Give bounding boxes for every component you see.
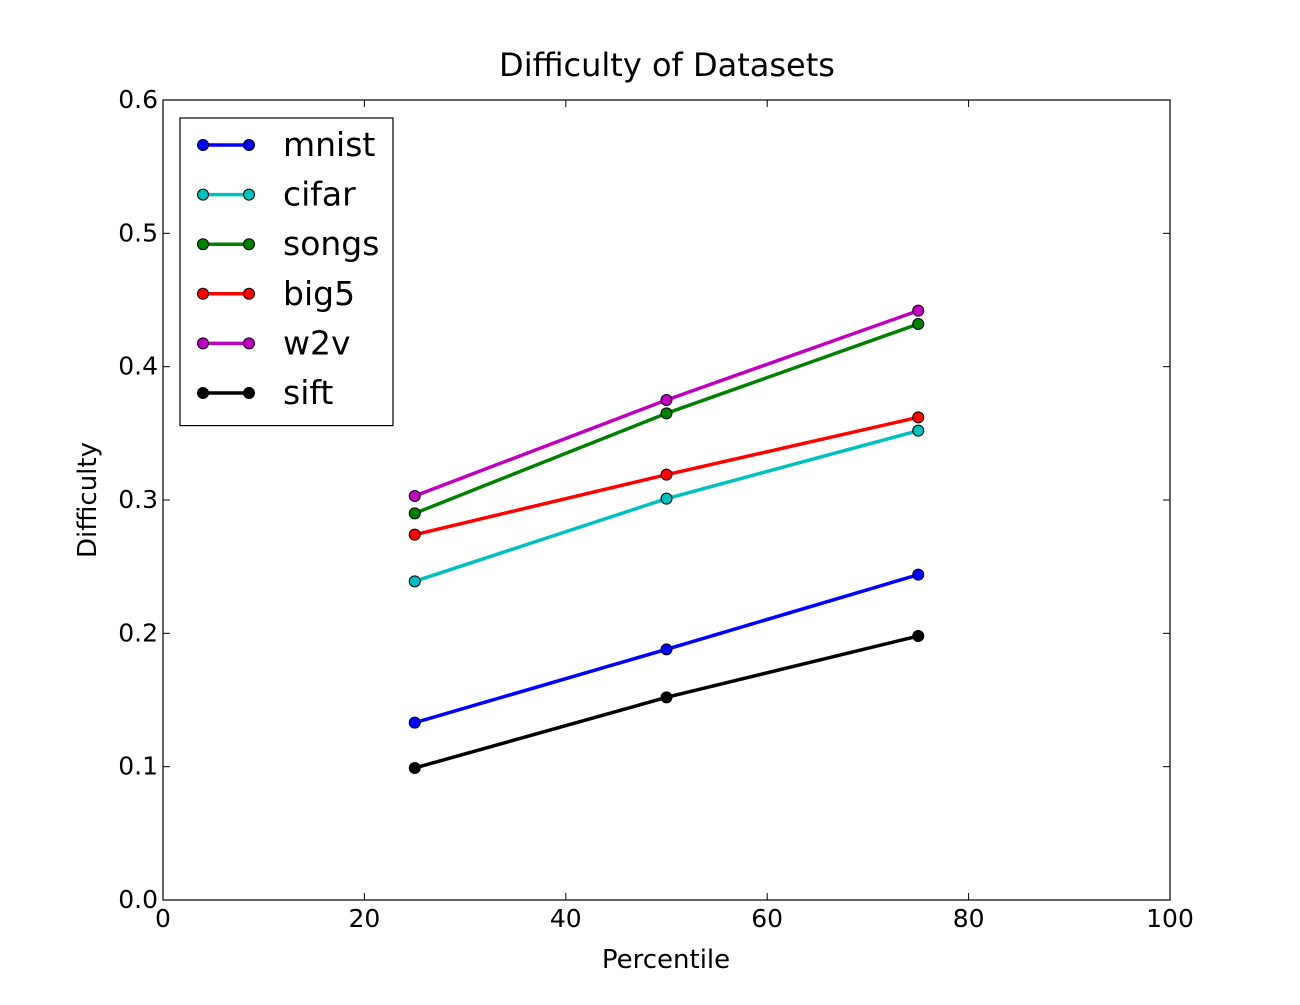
legend-marker [243,188,255,201]
data-point-w2v [912,304,925,317]
x-tick-label: 0 [155,904,171,933]
x-axis-label: Percentile [602,945,730,975]
data-point-w2v [660,394,673,406]
data-point-sift [660,691,673,704]
legend-marker [197,387,209,399]
x-tick-label: 60 [751,904,783,933]
legend-marker [243,387,255,399]
data-point-big5 [912,411,925,424]
data-point-cifar [660,492,673,505]
legend-entry-big5: big5 [197,274,355,313]
y-tick-label: 0.2 [118,618,158,647]
legend-entry-songs: songs [197,224,379,263]
series-songs [408,318,925,520]
y-axis-label: Difficulty [73,442,103,558]
legend-marker [243,238,255,251]
x-tick-label: 20 [348,904,380,933]
legend-marker [197,238,209,251]
data-point-sift [408,762,421,774]
legend: mnist cifar songs big5 w2v sift [179,117,394,427]
x-tick-label: 40 [550,904,582,933]
data-point-w2v [408,490,421,502]
data-point-songs [912,318,925,330]
y-tick-label: 0.0 [118,885,158,914]
x-tick-label: 100 [1146,904,1194,933]
legend-marker [197,188,209,201]
series-w2v [408,304,925,502]
data-point-cifar [408,575,421,588]
data-point-sift [912,630,925,642]
legend-box [179,117,394,427]
series-mnist [408,568,925,729]
series-sift [408,630,925,774]
y-tick-label: 0.1 [118,752,158,781]
series-cifar [408,424,925,588]
legend-marker [243,139,255,151]
chart-title: Difficulty of Datasets [499,46,835,84]
legend-marker [243,337,255,350]
legend-entry-w2v: w2v [197,323,351,362]
y-tick-label: 0.4 [118,352,158,381]
axis-ticks: 0 20 40 60 80 100 0.0 0.1 0.2 0.3 0.4 0.5 0.6 [118,85,1194,933]
legend-label: cifar [283,175,356,214]
legend-entry-cifar: cifar [197,175,356,214]
data-point-mnist [912,568,925,581]
legend-label: w2v [283,323,351,362]
legend-marker [197,337,209,350]
legend-marker [197,287,209,300]
y-tick-label: 0.5 [118,218,158,247]
data-point-mnist [408,716,421,729]
y-tick-label: 0.3 [118,485,158,514]
data-point-big5 [660,468,673,481]
data-point-songs [660,407,673,420]
series-lines [408,304,925,774]
y-tick-label: 0.6 [118,85,158,114]
plot-frame [162,99,1171,901]
data-point-big5 [408,528,421,541]
data-point-mnist [660,643,673,656]
legend-marker [197,139,209,151]
x-tick-label: 80 [953,904,985,933]
data-point-cifar [912,424,925,437]
legend-label: sift [283,373,333,412]
data-point-songs [408,507,421,520]
legend-label: big5 [283,274,355,313]
legend-label: songs [283,224,379,263]
series-big5 [408,411,925,541]
legend-entry-mnist: mnist [197,125,375,164]
series-line-cifar [414,428,919,583]
legend-marker [243,287,255,300]
legend-entry-sift: sift [197,373,333,412]
legend-label: mnist [283,125,375,164]
